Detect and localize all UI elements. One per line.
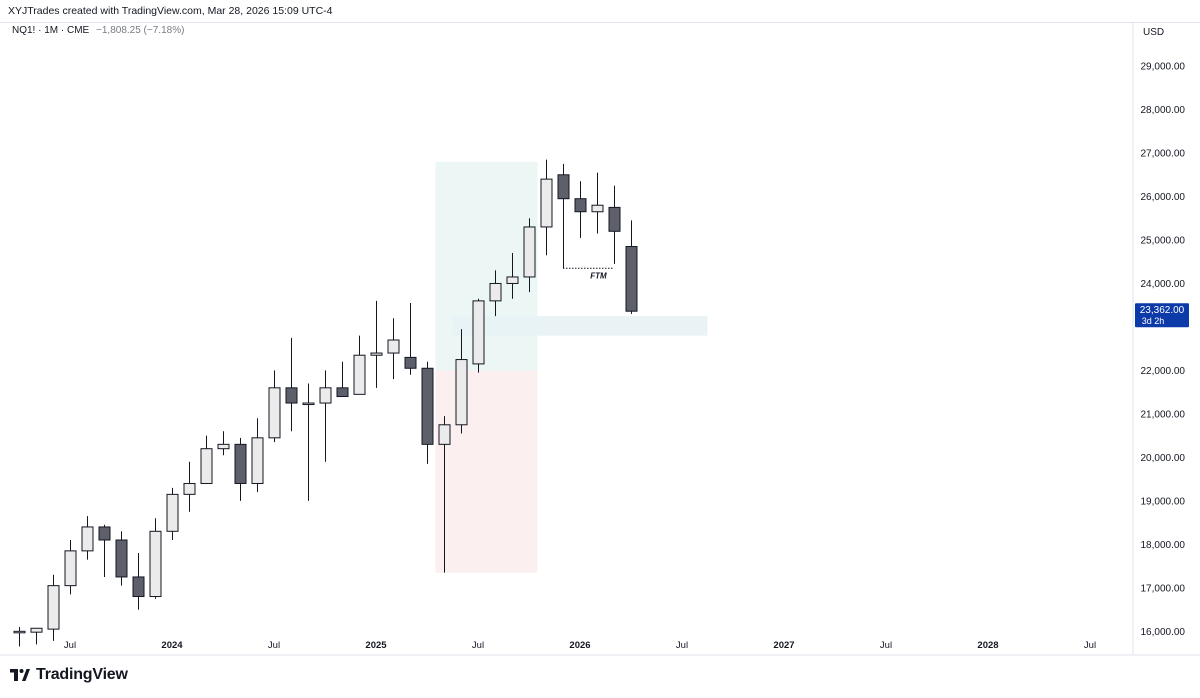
zone-blue bbox=[452, 316, 708, 336]
candle-body-2024-06[interactable] bbox=[251, 437, 264, 484]
candle-body-2024-02[interactable] bbox=[183, 482, 196, 495]
candle-body-2024-10[interactable] bbox=[319, 387, 332, 404]
candle-body-2024-12[interactable] bbox=[353, 354, 366, 395]
x-tick-label: Jul bbox=[1084, 640, 1096, 651]
y-tick-label: 25,000.00 bbox=[1141, 236, 1186, 247]
candle-body-2025-06[interactable] bbox=[455, 359, 468, 426]
x-tick-label: Jul bbox=[64, 640, 76, 651]
symbol-label: NQ1! · 1M · CME bbox=[12, 25, 90, 36]
zone-green bbox=[435, 161, 538, 371]
candle-body-2025-12[interactable] bbox=[557, 174, 570, 200]
candle-body-2024-07[interactable] bbox=[268, 387, 281, 439]
x-tick-label: 2028 bbox=[977, 640, 998, 651]
tradingview-icon bbox=[10, 669, 30, 681]
candle-body-2023-04[interactable] bbox=[13, 630, 26, 634]
top-bar: XYJTrades created with TradingView.com, … bbox=[0, 0, 1200, 23]
candle-body-2024-01[interactable] bbox=[166, 493, 179, 532]
candle-body-2023-09[interactable] bbox=[98, 526, 111, 541]
candle-body-2023-08[interactable] bbox=[81, 526, 94, 552]
y-tick-label: 19,000.00 bbox=[1141, 496, 1186, 507]
candle-body-2023-11[interactable] bbox=[132, 576, 145, 598]
y-tick-label: 18,000.00 bbox=[1141, 540, 1186, 551]
candle-body-2025-01[interactable] bbox=[370, 352, 383, 356]
x-tick-label: Jul bbox=[676, 640, 688, 651]
candle-body-2026-04[interactable] bbox=[625, 246, 638, 312]
zone-red bbox=[435, 370, 538, 573]
x-tick-label: Jul bbox=[472, 640, 484, 651]
price-change: −1,808.25 (−7.18%) bbox=[96, 25, 185, 36]
currency-label: USD bbox=[1143, 27, 1165, 38]
candle-body-2025-11[interactable] bbox=[540, 178, 553, 228]
y-tick-label: 28,000.00 bbox=[1141, 105, 1186, 116]
candle-body-2023-07[interactable] bbox=[64, 550, 77, 587]
x-tick-label: 2024 bbox=[161, 640, 183, 651]
candle-body-2025-10[interactable] bbox=[523, 226, 536, 278]
price-tag-countdown: 3d 2h bbox=[1142, 316, 1165, 326]
candle-body-2025-02[interactable] bbox=[387, 339, 400, 354]
candle-body-2025-04[interactable] bbox=[421, 367, 434, 445]
candle-body-2024-11[interactable] bbox=[336, 387, 349, 398]
candle-body-2024-04[interactable] bbox=[217, 443, 230, 450]
y-tick-label: 27,000.00 bbox=[1141, 149, 1186, 160]
candle-body-2025-09[interactable] bbox=[506, 276, 519, 284]
candle-body-2024-05[interactable] bbox=[234, 443, 247, 484]
price-tag bbox=[1135, 303, 1189, 328]
x-tick-label: 2025 bbox=[365, 640, 387, 651]
candle-body-2025-05[interactable] bbox=[438, 424, 451, 445]
candle-body-2024-09[interactable] bbox=[302, 402, 315, 406]
x-tick-label: 2027 bbox=[773, 640, 794, 651]
y-tick-label: 21,000.00 bbox=[1141, 409, 1186, 420]
x-tick-label: 2026 bbox=[569, 640, 590, 651]
annotation-label: FTM bbox=[590, 271, 607, 280]
tradingview-wordmark: TradingView bbox=[36, 666, 128, 683]
y-tick-label: 26,000.00 bbox=[1141, 192, 1186, 203]
candle-body-2026-02[interactable] bbox=[591, 204, 604, 213]
y-tick-label: 17,000.00 bbox=[1141, 583, 1186, 594]
candle-body-2023-10[interactable] bbox=[115, 539, 128, 578]
candle-body-2024-08[interactable] bbox=[285, 387, 298, 404]
y-tick-label: 20,000.00 bbox=[1141, 453, 1186, 464]
candle-body-2024-03[interactable] bbox=[200, 448, 213, 484]
candle-body-2025-03[interactable] bbox=[404, 356, 417, 369]
candle-body-2025-07[interactable] bbox=[472, 300, 485, 365]
candle-body-2026-03[interactable] bbox=[608, 206, 621, 232]
tradingview-logo: TradingView bbox=[10, 666, 128, 684]
x-tick-label: Jul bbox=[268, 640, 280, 651]
symbol-legend: NQ1! · 1M · CME −1,808.25 (−7.18%) bbox=[12, 25, 184, 36]
x-tick-label: Jul bbox=[880, 640, 892, 651]
y-tick-label: 22,000.00 bbox=[1141, 366, 1186, 377]
chart-credit: XYJTrades created with TradingView.com, … bbox=[8, 5, 333, 17]
candle-body-2023-12[interactable] bbox=[149, 530, 162, 598]
candle-body-2026-01[interactable] bbox=[574, 198, 587, 213]
candle-body-2023-05[interactable] bbox=[30, 627, 43, 633]
candle-body-2023-06[interactable] bbox=[47, 585, 60, 630]
y-tick-label: 24,000.00 bbox=[1141, 279, 1186, 290]
y-tick-label: 29,000.00 bbox=[1141, 62, 1186, 73]
candle-body-2025-08[interactable] bbox=[489, 282, 502, 302]
price-tag-value: 23,362.00 bbox=[1140, 305, 1185, 316]
y-tick-label: 16,000.00 bbox=[1141, 627, 1186, 638]
